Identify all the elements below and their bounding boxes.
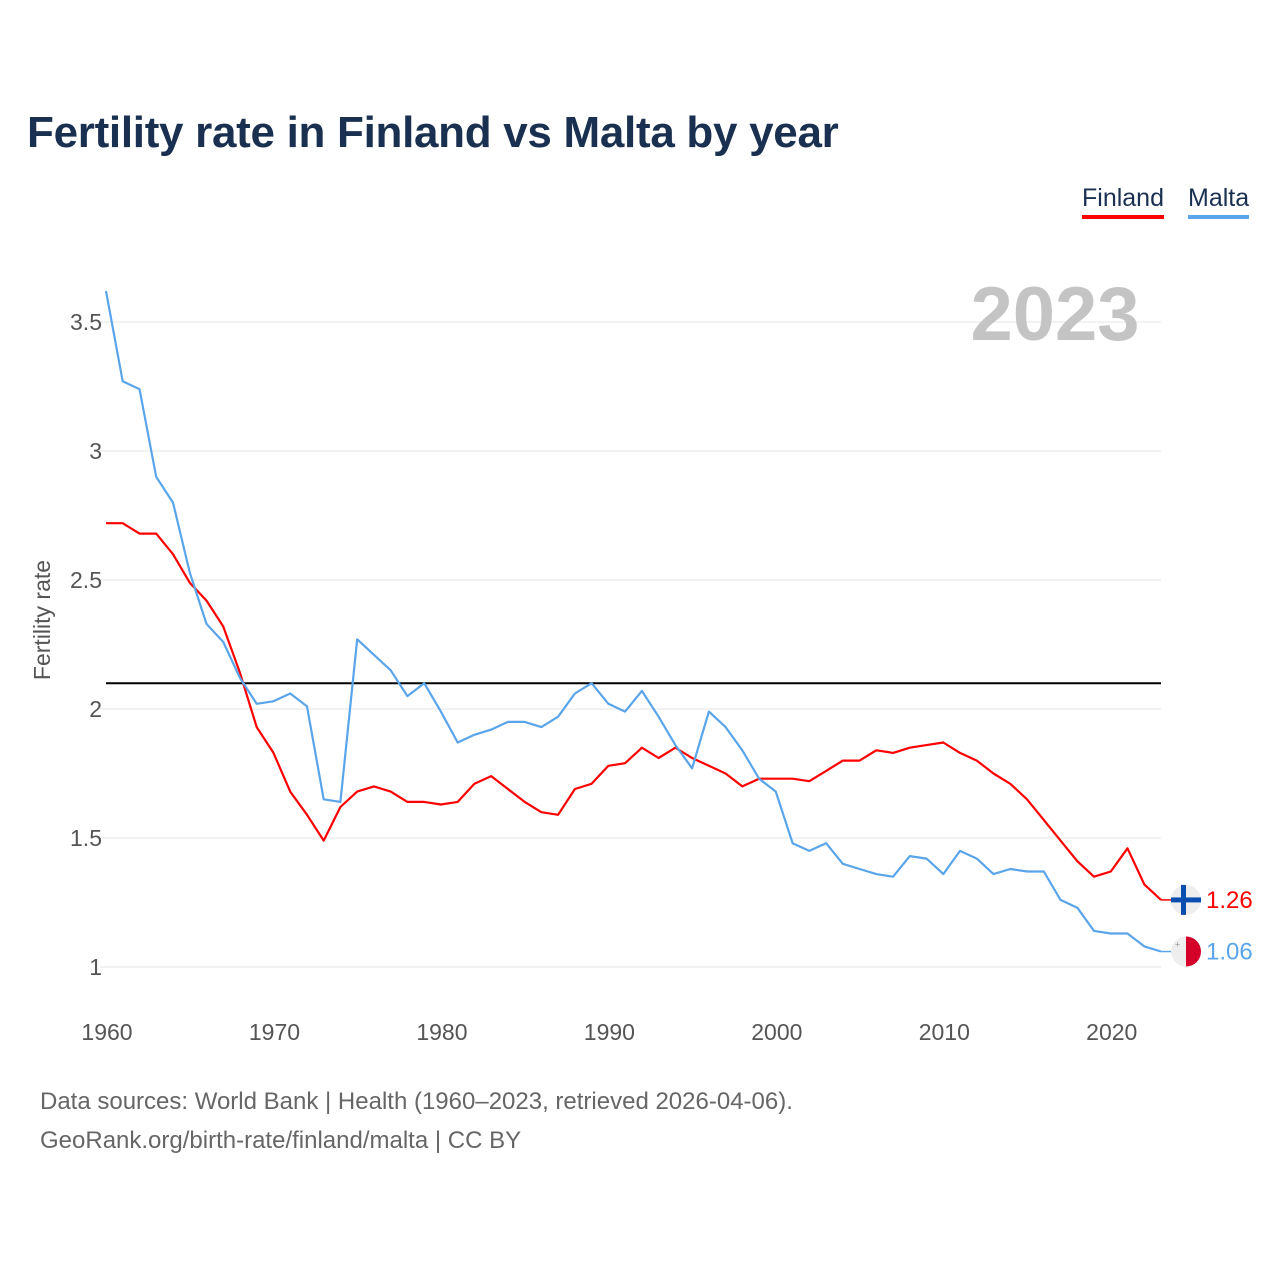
end-value-label: 1.06 — [1206, 939, 1253, 966]
flag-cross-v — [1181, 884, 1186, 915]
x-tick-label: 1980 — [416, 1019, 467, 1045]
x-tick-label: 1960 — [81, 1019, 132, 1045]
x-tick-label: 2010 — [919, 1019, 970, 1045]
y-tick-label: 1.5 — [70, 825, 102, 851]
x-tick-label: 2000 — [751, 1019, 802, 1045]
end-value-label: 1.26 — [1206, 887, 1253, 914]
y-tick-label: 2 — [89, 696, 102, 722]
chart-title: Fertility rate in Finland vs Malta by ye… — [27, 108, 839, 157]
y-tick-label: 3 — [89, 438, 102, 464]
y-tick-label: 2.5 — [70, 567, 102, 593]
series-line-finland — [106, 522, 1162, 901]
flag-finland-icon — [1171, 884, 1201, 915]
y-tick-label: 3.5 — [70, 309, 102, 335]
x-tick-label: 1970 — [249, 1019, 300, 1045]
flag-malta-icon: + — [1171, 936, 1202, 967]
series-line-malta — [104, 290, 1162, 953]
x-tick-label: 1990 — [584, 1019, 635, 1045]
source-line-2[interactable]: GeoRank.org/birth-rate/finland/malta | C… — [40, 1127, 522, 1154]
year-watermark: 2023 — [970, 272, 1139, 357]
flag-george-cross: + — [1175, 940, 1180, 950]
legend-finland[interactable]: Finland — [1082, 184, 1164, 219]
y-axis-label: Fertility rate — [29, 560, 55, 680]
legend-malta[interactable]: Malta — [1188, 184, 1250, 219]
y-tick-label: 1 — [89, 954, 102, 980]
flag-red-half — [1186, 936, 1202, 967]
source-line-1: Data sources: World Bank | Health (1960–… — [40, 1088, 793, 1115]
x-tick-label: 2020 — [1086, 1019, 1137, 1045]
